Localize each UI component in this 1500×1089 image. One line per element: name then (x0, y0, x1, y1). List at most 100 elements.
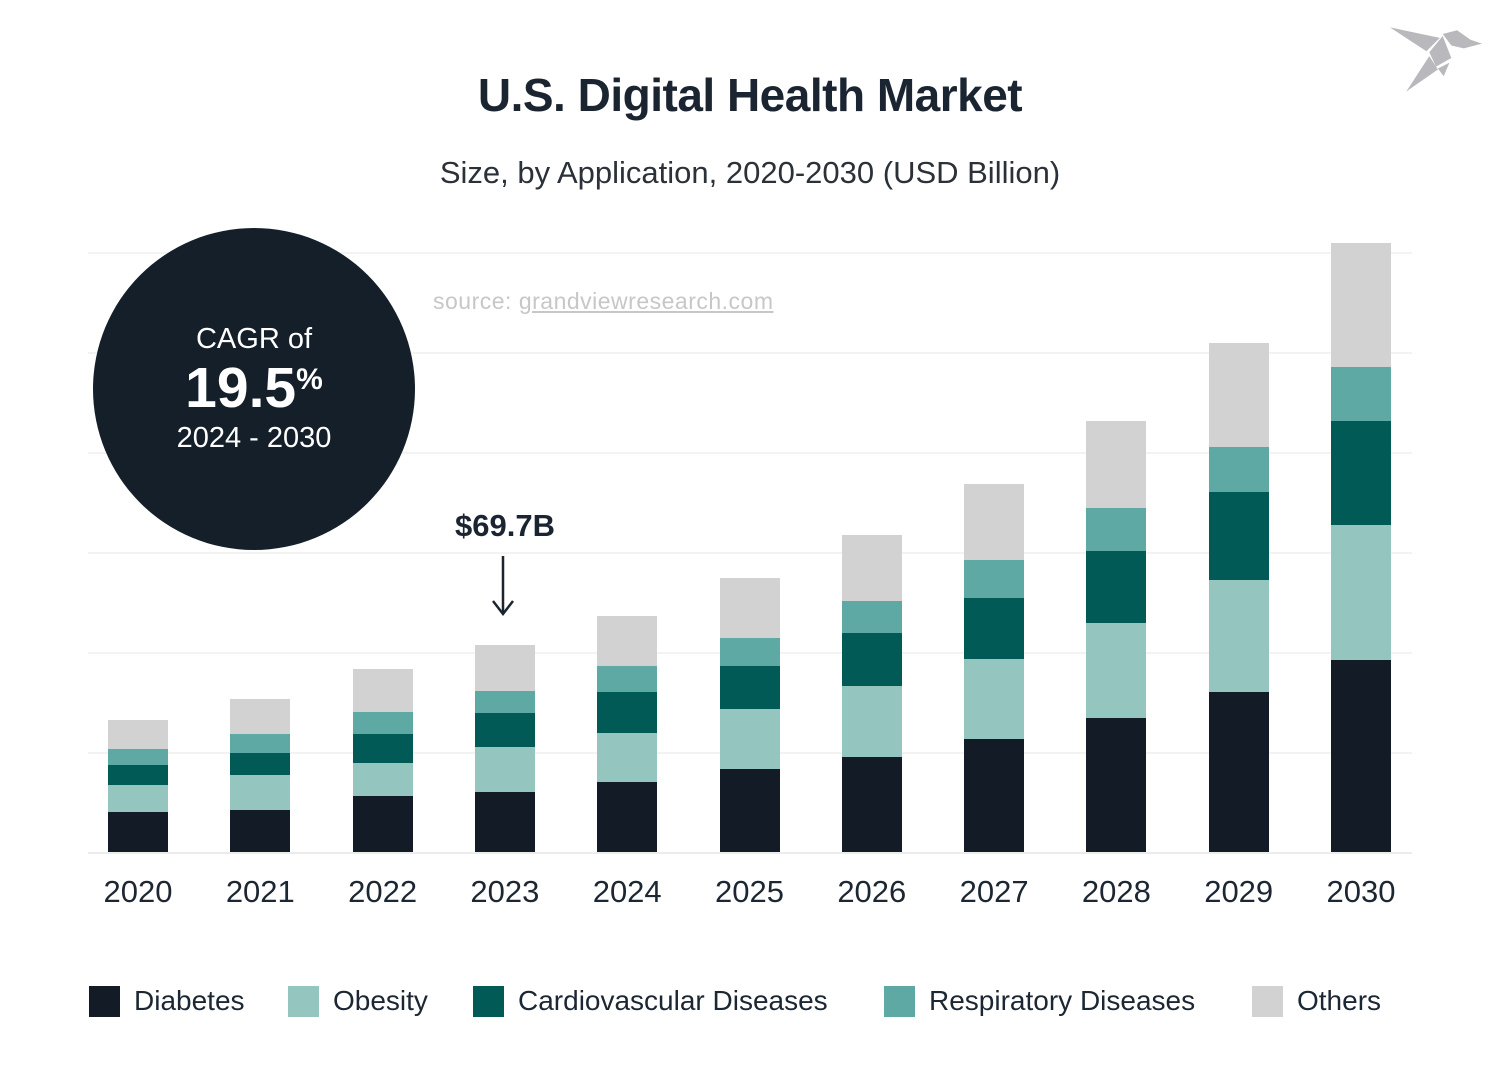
page-subtitle: Size, by Application, 2020-2030 (USD Bil… (439, 155, 1061, 190)
bar-segment-2021-diabetes (230, 810, 291, 852)
bar-segment-2023-obesity (474, 746, 535, 792)
legend-swatch-icon (89, 985, 120, 1017)
bar-segment-2022-obesity (352, 762, 413, 796)
bar-segment-2022-diabetes (352, 795, 413, 852)
bar-segment-2025-others (719, 578, 780, 639)
down-arrow-icon (492, 556, 514, 617)
bar-segment-2022-cardiovascular-diseases (352, 734, 413, 763)
bar-segment-2024-others (597, 615, 658, 666)
bar-segment-2024-obesity (597, 733, 658, 782)
bar-segment-2030-others (1331, 243, 1391, 367)
source-prefix: source: (433, 288, 519, 314)
bar-segment-2027-obesity (964, 658, 1025, 740)
source-line: source: grandviewresearch.com (433, 288, 774, 315)
legend-item-cardiovascular-diseases: Cardiovascular Diseases (473, 985, 828, 1017)
legend-item-obesity: Obesity (288, 985, 428, 1017)
legend-item-diabetes: Diabetes (89, 985, 245, 1017)
gridline (88, 452, 1412, 454)
bar-segment-2020-obesity (108, 785, 168, 812)
bar-segment-2029-cardiovascular-diseases (1208, 492, 1269, 580)
bar-segment-2026-diabetes (841, 756, 902, 852)
x-axis-label-2027: 2027 (959, 874, 1029, 909)
bar-segment-2023-diabetes (474, 791, 535, 852)
bar-segment-2026-obesity (841, 685, 902, 757)
bar-segment-2030-cardiovascular-diseases (1331, 421, 1391, 526)
source-link[interactable]: grandviewresearch.com (518, 288, 774, 314)
bar-segment-2030-diabetes (1331, 659, 1391, 852)
value-callout-2023: $69.7B (455, 508, 555, 543)
x-axis-label-2023: 2023 (470, 874, 540, 909)
bar-segment-2027-cardiovascular-diseases (964, 598, 1025, 659)
x-axis-line (88, 852, 1412, 854)
legend-swatch-icon (1252, 985, 1283, 1017)
bar-segment-2028-respiratory-diseases (1086, 507, 1147, 552)
bar-segment-2021-respiratory-diseases (230, 734, 291, 753)
bar-segment-2022-others (352, 669, 413, 713)
bar-segment-2026-others (841, 534, 902, 602)
gridline (88, 252, 1412, 254)
bar-segment-2026-respiratory-diseases (841, 601, 902, 634)
legend-label: Respiratory Diseases (929, 985, 1196, 1016)
bar-segment-2029-respiratory-diseases (1208, 446, 1269, 493)
x-axis-label-2022: 2022 (348, 874, 418, 909)
bar-segment-2021-obesity (230, 774, 291, 811)
x-axis-label-2029: 2029 (1204, 874, 1274, 909)
bar-segment-2025-respiratory-diseases (719, 638, 780, 666)
x-axis-label-2025: 2025 (715, 874, 784, 909)
legend-label: Others (1297, 985, 1382, 1016)
legend-swatch-icon (288, 985, 319, 1017)
legend-swatch-icon (473, 985, 504, 1017)
x-axis-label-2021: 2021 (225, 874, 295, 909)
x-axis-label-2030: 2030 (1326, 874, 1396, 909)
bar-segment-2030-obesity (1331, 525, 1391, 660)
bar-segment-2021-others (230, 699, 291, 735)
bar-segment-2025-obesity (719, 709, 780, 770)
cagr-badge: CAGR of 19.5% 2024 - 2030 (93, 228, 415, 550)
gridline (88, 352, 1412, 354)
bar-segment-2021-cardiovascular-diseases (230, 752, 291, 775)
bar-segment-2024-diabetes (597, 781, 658, 852)
bar-segment-2023-cardiovascular-diseases (474, 713, 535, 747)
bar-segment-2020-others (108, 719, 168, 750)
bar-segment-2025-diabetes (719, 769, 780, 852)
x-axis-label-2026: 2026 (837, 874, 907, 909)
cagr-badge-caption: CAGR of (195, 323, 313, 356)
legend-swatch-icon (884, 985, 915, 1017)
legend-label: Diabetes (134, 985, 245, 1016)
page-title: U.S. Digital Health Market (477, 69, 1023, 121)
bar-segment-2025-cardiovascular-diseases (719, 665, 780, 710)
bar-segment-2028-cardiovascular-diseases (1086, 551, 1147, 624)
bar-segment-2028-diabetes (1086, 718, 1147, 852)
bar-segment-2028-others (1086, 420, 1147, 508)
bar-segment-2029-obesity (1208, 579, 1269, 692)
bar-segment-2024-cardiovascular-diseases (597, 692, 658, 734)
cagr-badge-value: 19.5% (185, 356, 323, 421)
bar-segment-2030-respiratory-diseases (1331, 366, 1391, 422)
percent-sign: % (296, 363, 323, 397)
bar-segment-2022-respiratory-diseases (352, 712, 413, 735)
bar-segment-2027-others (964, 484, 1025, 561)
legend-label: Obesity (333, 985, 428, 1016)
bar-segment-2026-cardiovascular-diseases (841, 633, 902, 686)
bar-segment-2029-others (1208, 342, 1269, 447)
chart-legend: Diabetes Obesity Cardiovascular Diseases Re… (0, 985, 1500, 1019)
x-axis-label-2024: 2024 (592, 874, 662, 909)
legend-item-respiratory-diseases: Respiratory Diseases (884, 985, 1195, 1017)
cagr-badge-period: 2024 - 2030 (176, 421, 332, 454)
bar-segment-2028-obesity (1086, 623, 1147, 719)
origami-bird-logo (1390, 27, 1482, 92)
x-axis-label-2028: 2028 (1081, 874, 1151, 909)
bar-segment-2020-respiratory-diseases (108, 749, 168, 766)
bar-segment-2023-others (474, 644, 535, 692)
bar-segment-2020-diabetes (108, 811, 168, 852)
bar-segment-2024-respiratory-diseases (597, 665, 658, 693)
x-axis-label-2020: 2020 (103, 874, 173, 909)
bar-segment-2029-diabetes (1208, 691, 1269, 852)
legend-label: Cardiovascular Diseases (518, 985, 828, 1016)
gridline (88, 552, 1412, 554)
bar-segment-2023-respiratory-diseases (474, 691, 535, 714)
bar-segment-2020-cardiovascular-diseases (108, 765, 168, 786)
bar-segment-2027-respiratory-diseases (964, 560, 1025, 599)
bar-segment-2027-diabetes (964, 739, 1025, 852)
